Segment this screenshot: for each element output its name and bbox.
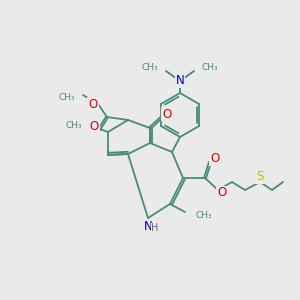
Text: O: O bbox=[162, 107, 172, 121]
Text: CH₃: CH₃ bbox=[195, 211, 211, 220]
Text: N: N bbox=[176, 74, 184, 88]
Text: H: H bbox=[151, 223, 159, 233]
Text: O: O bbox=[218, 187, 226, 200]
Text: N: N bbox=[144, 220, 152, 232]
Text: O: O bbox=[89, 121, 99, 134]
Text: CH₃: CH₃ bbox=[202, 64, 219, 73]
Text: O: O bbox=[88, 98, 98, 110]
Text: S: S bbox=[256, 170, 264, 184]
Text: CH₃: CH₃ bbox=[58, 92, 75, 101]
Text: O: O bbox=[210, 152, 220, 166]
Text: CH₃: CH₃ bbox=[141, 64, 158, 73]
Text: CH₃: CH₃ bbox=[65, 121, 82, 130]
